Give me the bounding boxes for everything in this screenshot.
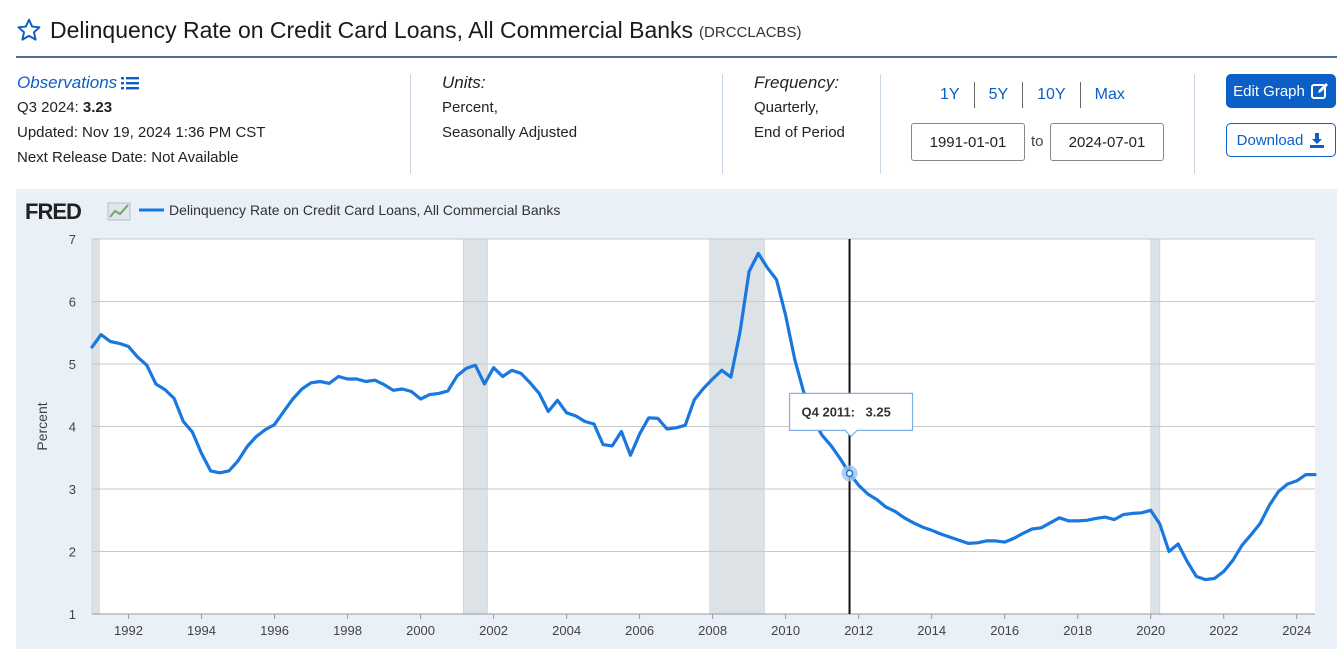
units-block: Units: Percent, Seasonally Adjusted xyxy=(442,70,577,145)
updated-text: Updated: Nov 19, 2024 1:36 PM CST xyxy=(17,124,266,141)
download-icon xyxy=(1310,133,1325,148)
y-tick-label: 1 xyxy=(69,607,76,622)
legend-label: Delinquency Rate on Credit Card Loans, A… xyxy=(169,202,560,218)
x-tick-label: 2020 xyxy=(1136,623,1165,638)
x-tick-label: 2022 xyxy=(1209,623,1238,638)
latest-period: Q3 2024: xyxy=(17,99,79,116)
tooltip-box xyxy=(788,392,914,438)
start-date-input[interactable] xyxy=(911,123,1025,161)
y-tick-label: 7 xyxy=(69,232,76,247)
divider xyxy=(410,74,411,174)
observations-link[interactable]: Observations xyxy=(17,70,265,95)
tooltip-period: Q4 2011: xyxy=(802,404,856,419)
x-tick-label: 2012 xyxy=(844,623,873,638)
latest-value: 3.23 xyxy=(82,99,113,116)
units-line-2: Seasonally Adjusted xyxy=(442,124,578,141)
range-5y-button[interactable]: 5Y xyxy=(975,82,1024,108)
x-tick-label: 2016 xyxy=(990,623,1019,638)
chart-panel: 1 2 3 4 5 6 7 1992 1994 1996 1998 2000 2002 2004 2006 2… xyxy=(16,189,1337,649)
frequency-block: Frequency: Quarterly, End of Period xyxy=(754,70,845,145)
edit-icon xyxy=(1310,83,1328,99)
header-divider xyxy=(16,56,1337,58)
divider xyxy=(880,74,881,174)
range-10y-button[interactable]: 10Y xyxy=(1023,82,1081,108)
units-line-1: Percent, xyxy=(442,99,498,116)
observations-label[interactable]: Observations xyxy=(17,73,118,92)
range-max-button[interactable]: Max xyxy=(1094,86,1125,103)
divider xyxy=(1194,74,1195,174)
y-tick-label: 3 xyxy=(69,482,76,497)
next-release-text: Next Release Date: Not Available xyxy=(17,149,239,166)
line-chart[interactable]: 1 2 3 4 5 6 7 1992 1994 1996 1998 2000 2002 2004 2006 2… xyxy=(16,189,1337,649)
frequency-line-1: Quarterly, xyxy=(754,99,819,116)
frequency-line-2: End of Period xyxy=(754,124,845,141)
x-tick-label: 2002 xyxy=(479,623,508,638)
to-label: to xyxy=(1031,133,1044,150)
edit-graph-button[interactable]: Edit Graph xyxy=(1226,74,1336,108)
x-tick-label: 2024 xyxy=(1282,623,1311,638)
x-tick-label: 2014 xyxy=(917,623,946,638)
download-button[interactable]: Download xyxy=(1226,123,1336,157)
fred-chart-icon xyxy=(107,202,131,221)
y-axis-label: Percent xyxy=(34,402,50,450)
observations-block: Observations Q3 2024: 3.23 Updated: Nov … xyxy=(17,70,265,170)
frequency-label: Frequency: xyxy=(754,73,840,92)
series-line xyxy=(90,251,1317,582)
y-tick-label: 2 xyxy=(69,545,76,560)
star-outline-icon[interactable] xyxy=(16,17,42,43)
fred-logo: FRED xyxy=(25,199,81,224)
page-header: Delinquency Rate on Credit Card Loans, A… xyxy=(16,14,1337,46)
series-id: (DRCCLACBS) xyxy=(699,23,802,41)
y-tick-label: 4 xyxy=(69,420,76,435)
x-tick-label: 1998 xyxy=(333,623,362,638)
range-1y-button[interactable]: 1Y xyxy=(926,82,975,108)
x-tick-label: 1994 xyxy=(187,623,216,638)
page-title: Delinquency Rate on Credit Card Loans, A… xyxy=(50,16,694,43)
range-buttons: 1Y 5Y 10Y Max xyxy=(926,82,1139,108)
x-tick-label: 2000 xyxy=(406,623,435,638)
download-label: Download xyxy=(1236,131,1304,149)
edit-graph-label: Edit Graph xyxy=(1233,82,1305,100)
y-tick-label: 5 xyxy=(69,357,76,372)
units-label: Units: xyxy=(442,73,486,92)
y-tick-label: 6 xyxy=(69,295,76,310)
x-tick-label: 1992 xyxy=(114,623,143,638)
list-icon[interactable] xyxy=(121,75,140,91)
x-tick-label: 2006 xyxy=(625,623,654,638)
latest-observation: Q3 2024: 3.23 xyxy=(17,95,265,120)
x-tick-label: 2010 xyxy=(771,623,800,638)
end-date-input[interactable] xyxy=(1050,123,1164,161)
x-tick-label: 2018 xyxy=(1063,623,1092,638)
hover-point xyxy=(845,469,854,478)
x-tick-label: 2008 xyxy=(698,623,727,638)
x-tick-label: 1996 xyxy=(260,623,289,638)
tooltip-value: 3.25 xyxy=(866,404,891,419)
x-tick-label: 2004 xyxy=(552,623,581,638)
divider xyxy=(722,74,723,174)
